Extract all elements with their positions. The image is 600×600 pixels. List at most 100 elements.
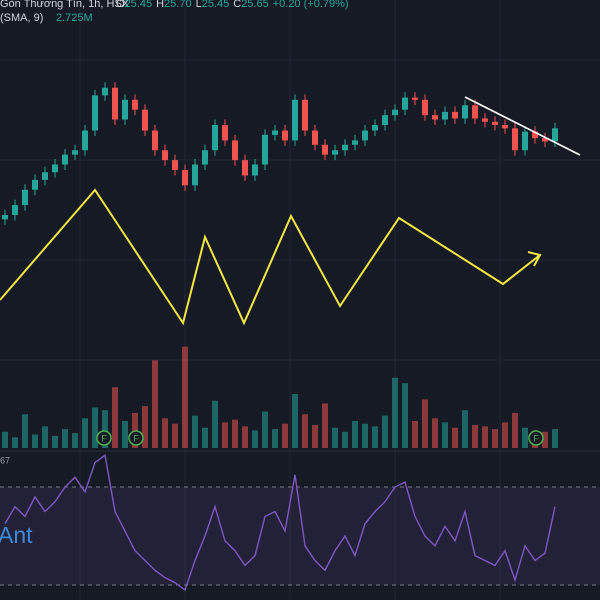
candle-body bbox=[172, 160, 178, 170]
volume-bar bbox=[342, 431, 348, 448]
event-label: F bbox=[133, 433, 139, 443]
ohlc-key: C bbox=[233, 0, 241, 10]
event-marker bbox=[96, 430, 112, 446]
volume-bar bbox=[32, 434, 38, 448]
candle-body bbox=[262, 134, 268, 165]
candle-body bbox=[42, 172, 48, 180]
candle-body bbox=[2, 214, 8, 220]
volume-bar bbox=[162, 418, 168, 448]
volume-bar bbox=[92, 407, 98, 448]
volume-bar bbox=[452, 427, 458, 448]
volume-bar bbox=[292, 394, 298, 448]
ohlc-key: H bbox=[156, 0, 164, 10]
event-label: F bbox=[101, 433, 107, 443]
candle-body bbox=[142, 109, 148, 131]
candle-body bbox=[492, 121, 498, 126]
volume-bar bbox=[352, 421, 358, 448]
candle-body bbox=[542, 138, 548, 142]
candle-body bbox=[402, 97, 408, 110]
volume-bar bbox=[192, 415, 198, 448]
symbol-title: Gòn Thương Tín, 1h, HSX bbox=[0, 0, 130, 10]
candle-body bbox=[62, 154, 68, 165]
candle-body bbox=[392, 109, 398, 116]
candle-body bbox=[382, 115, 388, 126]
candle-body bbox=[12, 205, 18, 215]
change: +0.20 (+0.79%) bbox=[273, 0, 349, 10]
candle-body bbox=[352, 140, 358, 145]
volume-bar bbox=[252, 430, 258, 448]
candle-body bbox=[532, 131, 538, 139]
zigzag-drawing bbox=[0, 188, 541, 326]
volume-bar bbox=[392, 377, 398, 448]
candle-body bbox=[222, 125, 228, 141]
trend-line bbox=[464, 96, 581, 156]
candle-body bbox=[32, 179, 38, 190]
volume-bar bbox=[232, 419, 238, 448]
volume-bar bbox=[2, 431, 8, 448]
candle-body bbox=[252, 164, 258, 176]
ohlc-value: 25.70 bbox=[164, 0, 192, 10]
candle-body bbox=[502, 125, 508, 129]
volume-bar bbox=[52, 435, 58, 448]
volume-bar bbox=[442, 422, 448, 448]
ohlc-value: 25.45 bbox=[202, 0, 230, 10]
volume-bar bbox=[62, 429, 68, 448]
ohlc-value: 25.45 bbox=[125, 0, 153, 10]
candle-body bbox=[132, 99, 138, 110]
candle-body bbox=[102, 87, 108, 96]
volume-bar bbox=[322, 403, 328, 448]
candle-body bbox=[332, 150, 338, 155]
rsi-band bbox=[0, 487, 600, 586]
candle-body bbox=[192, 164, 198, 186]
candle-body bbox=[552, 128, 558, 142]
candle-body bbox=[372, 125, 378, 131]
ohlc-key: L bbox=[196, 0, 202, 10]
header: Gòn Thương Tín, 1h, HSX O25.45 H25.70 L25.… bbox=[0, 0, 349, 24]
volume-pane bbox=[2, 346, 558, 448]
candle-body bbox=[92, 95, 98, 131]
candle-body bbox=[432, 115, 438, 120]
volume-bar bbox=[492, 429, 498, 448]
candle-body bbox=[472, 105, 478, 119]
volume-bar bbox=[272, 429, 278, 448]
volume-bar bbox=[302, 414, 308, 448]
candle-body bbox=[482, 118, 488, 122]
candle-body bbox=[182, 170, 188, 186]
candle-body bbox=[232, 140, 238, 161]
rsi-pane bbox=[0, 453, 600, 592]
volume-bar bbox=[102, 410, 108, 448]
candle-body bbox=[342, 144, 348, 151]
volume-bar bbox=[362, 423, 368, 448]
event-marker bbox=[528, 430, 544, 446]
price-pane bbox=[2, 82, 558, 225]
candle-body bbox=[522, 131, 528, 151]
volume-bar bbox=[262, 411, 268, 448]
candle-body bbox=[22, 189, 28, 206]
candle-body bbox=[512, 128, 518, 151]
watermark: Ant bbox=[0, 522, 33, 548]
rsi-label: 67 bbox=[0, 455, 10, 465]
volume-bar bbox=[42, 426, 48, 448]
candle-body bbox=[112, 87, 118, 120]
candle-body bbox=[72, 150, 78, 155]
ohlc-value: 25.65 bbox=[241, 0, 269, 10]
candle-body bbox=[302, 99, 308, 131]
rsi-line bbox=[4, 453, 556, 592]
volume-bar bbox=[482, 426, 488, 448]
candle-body bbox=[212, 125, 218, 151]
volume-bar bbox=[312, 425, 318, 448]
candle-body bbox=[422, 99, 428, 116]
candle-body bbox=[312, 130, 318, 145]
candle-body bbox=[242, 160, 248, 176]
candle-body bbox=[162, 150, 168, 161]
volume-bar bbox=[112, 387, 118, 448]
volume-bar bbox=[282, 423, 288, 448]
volume-bar bbox=[422, 399, 428, 448]
volume-bar bbox=[172, 423, 178, 448]
candle-body bbox=[292, 99, 298, 141]
volume-bar bbox=[212, 400, 218, 448]
volume-bar bbox=[82, 418, 88, 448]
